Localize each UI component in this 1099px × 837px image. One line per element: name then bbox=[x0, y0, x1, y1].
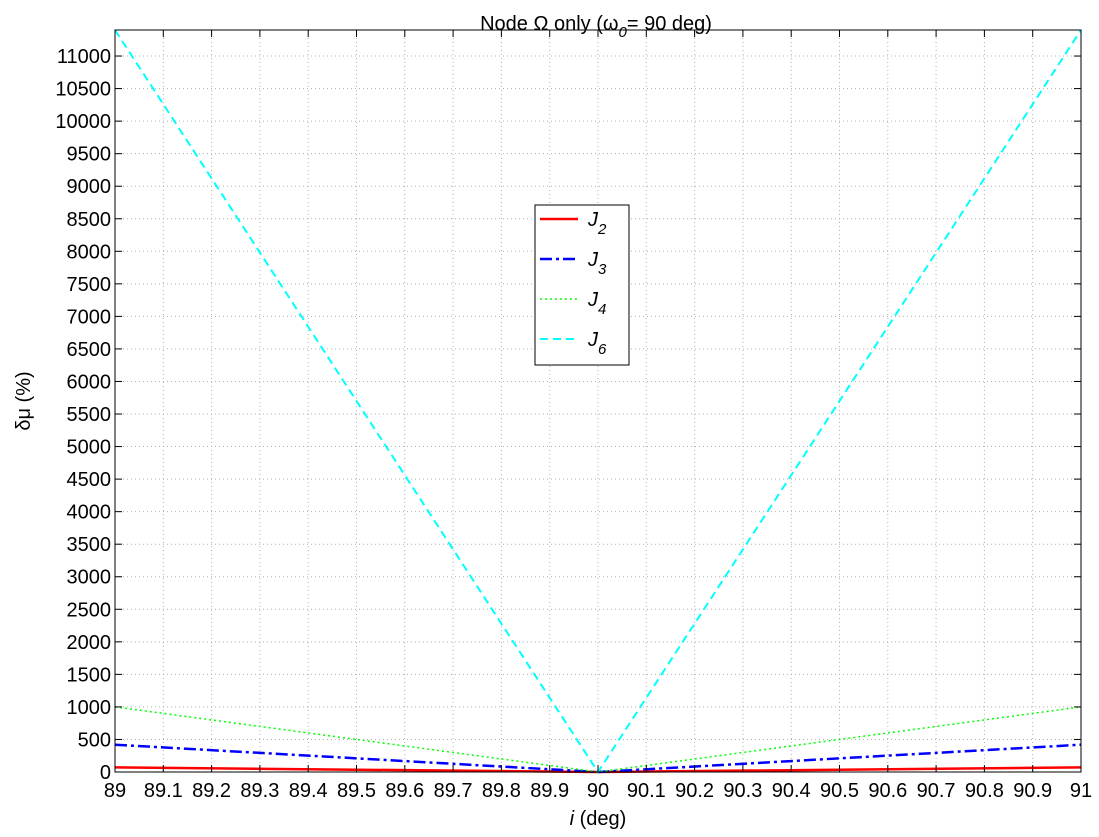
x-tick-label: 90.9 bbox=[1013, 780, 1052, 802]
x-tick-label: 89.9 bbox=[530, 780, 569, 802]
y-tick-labels: 0 500 1000 1500 2000 2500 3000 3500 4000 4500 5000… bbox=[55, 46, 111, 784]
y-tick-label: 3000 bbox=[67, 567, 112, 589]
x-tick-label: 89.4 bbox=[289, 780, 328, 802]
x-axis-label-text: (deg) bbox=[574, 808, 626, 830]
y-tick-label: 1500 bbox=[67, 664, 112, 686]
x-tick-labels: 89 89.1 89.2 89.3 89.4 89.5 89.6 89.7 89.8 89.9 90… bbox=[104, 780, 1092, 802]
x-tick-label: 89.7 bbox=[434, 780, 473, 802]
y-tick-label: 10500 bbox=[55, 79, 111, 101]
legend-label-j6: J6 bbox=[587, 329, 607, 358]
chart-title: Node Ω only (ω0= 90 deg) bbox=[480, 13, 712, 41]
x-tick-label: 90.1 bbox=[627, 780, 666, 802]
y-tick-label: 2500 bbox=[67, 599, 112, 621]
y-axis-label: δμ (%) bbox=[13, 371, 35, 430]
x-tick-label: 89.6 bbox=[385, 780, 424, 802]
series-group bbox=[114, 29, 1082, 774]
legend: J2 J3 J4 J6 bbox=[534, 204, 630, 366]
x-tick-label: 90.6 bbox=[868, 780, 907, 802]
x-tick-label: 90.7 bbox=[917, 780, 956, 802]
x-axis-label: i (deg) bbox=[570, 808, 627, 830]
y-tick-label: 0 bbox=[100, 762, 111, 784]
x-axis-label-italic: i bbox=[570, 808, 575, 830]
plot-frame bbox=[114, 29, 1082, 773]
x-tick-label: 90.3 bbox=[723, 780, 762, 802]
y-tick-label: 11000 bbox=[57, 46, 111, 68]
x-tick-label: 90.2 bbox=[675, 780, 714, 802]
x-tick-label: 89.2 bbox=[192, 780, 231, 802]
y-tick-label: 4000 bbox=[67, 502, 112, 524]
x-tick-label: 89.1 bbox=[144, 780, 183, 802]
chart-title-end: = 90 deg) bbox=[627, 13, 712, 35]
y-tick-label: 9500 bbox=[67, 144, 112, 166]
ticks bbox=[114, 30, 1082, 773]
y-tick-label: 10000 bbox=[55, 111, 111, 133]
x-tick-label: 90.5 bbox=[820, 780, 859, 802]
chart-title-subscript: 0 bbox=[618, 24, 627, 41]
y-tick-label: 7500 bbox=[67, 274, 112, 296]
y-tick-label: 7000 bbox=[67, 306, 112, 328]
y-tick-label: 5000 bbox=[67, 437, 112, 459]
legend-label-j3: J3 bbox=[587, 249, 607, 278]
y-tick-label: 5500 bbox=[67, 404, 112, 426]
legend-box bbox=[534, 204, 630, 366]
y-tick-label: 8000 bbox=[67, 241, 112, 263]
y-tick-label: 6500 bbox=[67, 339, 112, 361]
y-tick-label: 500 bbox=[78, 729, 111, 751]
y-tick-label: 6000 bbox=[67, 371, 112, 393]
y-tick-label: 3500 bbox=[67, 534, 112, 556]
series-line-j6 bbox=[114, 29, 1082, 774]
y-tick-label: 8500 bbox=[67, 209, 112, 231]
legend-label-j4: J4 bbox=[587, 289, 606, 318]
y-tick-label: 1000 bbox=[67, 697, 112, 719]
grid bbox=[114, 30, 1082, 773]
x-tick-label: 91 bbox=[1070, 780, 1092, 802]
x-tick-label: 90 bbox=[587, 780, 609, 802]
y-tick-label: 4500 bbox=[67, 469, 112, 491]
x-tick-label: 89.8 bbox=[482, 780, 521, 802]
y-tick-label: 9000 bbox=[67, 176, 112, 198]
x-tick-label: 89.5 bbox=[337, 780, 376, 802]
y-tick-label: 2000 bbox=[67, 632, 112, 654]
x-tick-label: 89 bbox=[104, 780, 126, 802]
legend-label-j2: J2 bbox=[587, 209, 607, 238]
x-tick-label: 90.4 bbox=[772, 780, 811, 802]
x-tick-label: 89.3 bbox=[240, 780, 279, 802]
x-tick-label: 90.8 bbox=[965, 780, 1004, 802]
